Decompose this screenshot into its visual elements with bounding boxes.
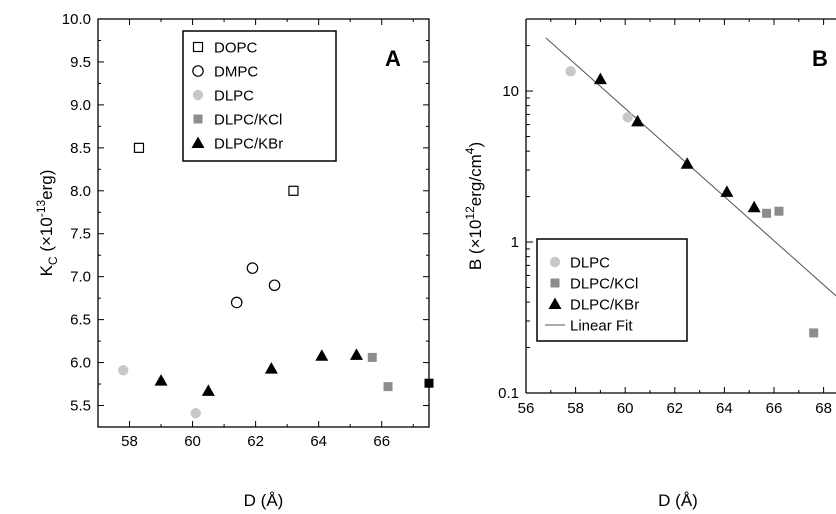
y-axis-title-a-exponent: -13: [34, 199, 48, 217]
y-tick-label-b: 1: [511, 234, 519, 251]
x-tick-label-a: 64: [310, 433, 327, 450]
legend-marker-dmpc: [192, 65, 204, 77]
legend-marker-dlpc-kcl: [193, 114, 203, 124]
x-tick-label-b: 58: [567, 400, 584, 417]
x-tick-label-b: 68: [815, 400, 832, 417]
y-tick-label-a: 7.0: [70, 269, 91, 286]
x-tick-label-a: 58: [121, 433, 138, 450]
y-tick-label-b: 10: [502, 83, 519, 100]
x-tick-label-b: 60: [617, 400, 634, 417]
y-tick-label-b: 0.1: [498, 385, 519, 402]
point-dlpc-kbr: [593, 72, 607, 85]
x-tick-label-b: 66: [766, 400, 783, 417]
panel-label-a: A: [385, 46, 401, 71]
y-axis-title-b-units: erg/cm: [466, 154, 485, 206]
legend-marker-dlpc-kbr: [191, 136, 205, 148]
x-tick-label-a: 62: [247, 433, 264, 450]
x-tick-label-b: 56: [518, 400, 535, 417]
legend-marker-dopc: [192, 41, 204, 53]
y-tick-label-a: 10.0: [62, 11, 91, 28]
point-dlpc-kbr: [264, 362, 278, 374]
point-dmpc: [268, 279, 281, 292]
point-dlpc-kcl: [774, 206, 784, 216]
y-tick-label-a: 9.0: [70, 97, 91, 114]
point-dmpc: [246, 262, 259, 274]
point-dopc: [133, 142, 145, 153]
y-tick-label-a: 5.5: [70, 398, 91, 415]
legend-label-dlpc: DLPC: [570, 255, 610, 272]
point-dlpc-kbr: [680, 157, 694, 169]
point-dmpc: [230, 296, 243, 309]
y-tick-label-a: 8.5: [70, 140, 91, 157]
y-axis-title-b: B (×1012erg/cm4): [463, 142, 485, 270]
legend-label-dlpc-kcl: DLPC/KCl: [214, 112, 282, 129]
panel-b: 56 58 60 62 64 66 68 0.1 1 10 D (Å) B (×1012erg/cm4…: [463, 18, 836, 510]
legend-marker-dlpc-kbr: [548, 297, 562, 309]
y-axis-title-a: KC (×10-13erg): [34, 170, 60, 277]
legend-marker-dlpc-kcl: [550, 278, 560, 288]
panel-label-b: B: [812, 46, 828, 71]
y-tick-label-a: 6.0: [70, 355, 91, 372]
y-axis-title-b-exponent: 12: [463, 206, 477, 220]
y-axis-title-b-units-exponent: 4: [463, 147, 477, 154]
y-axis-title-a-symbol: K: [37, 264, 56, 276]
y-axis-title-b-end: ): [466, 142, 485, 148]
point-dlpc-kcl: [367, 352, 377, 362]
x-tick-label-b: 62: [666, 400, 683, 417]
point-dlpc-kbr: [720, 185, 734, 197]
y-axis-title-a-units: (×10: [37, 217, 56, 256]
x-tick-label-a: 60: [184, 433, 201, 450]
y-axis-title-a-units-end: erg): [37, 170, 56, 200]
point-dlpc: [565, 66, 576, 77]
point-unlabeled-series: [424, 378, 434, 388]
legend-marker-dlpc: [549, 256, 561, 268]
legend-label-dmpc: DMPC: [214, 64, 258, 81]
y-tick-label-a: 6.5: [70, 312, 91, 329]
legend-a: [182, 30, 337, 162]
point-dopc: [288, 185, 299, 196]
point-dlpc-kcl: [383, 382, 393, 392]
x-axis-title-a: D (Å): [244, 491, 284, 510]
panel-a: 58 60 62 64 66 5.5 6.0 6.5 7.0 7.5 8.0 8.5 9.0 9.5 10.…: [34, 11, 434, 510]
point-dlpc-kbr: [154, 374, 168, 386]
legend-label-dlpc-kcl: DLPC/KCl: [570, 276, 638, 293]
point-dlpc-kcl: [762, 208, 772, 218]
x-tick-label-a: 66: [373, 433, 390, 450]
point-dlpc: [190, 408, 201, 419]
point-dlpc-kbr: [747, 200, 761, 213]
point-dlpc: [622, 112, 633, 123]
point-dlpc: [118, 365, 129, 376]
legend-label-linear-fit: Linear Fit: [570, 318, 633, 335]
legend-label-dlpc-kbr: DLPC/KBr: [214, 136, 283, 153]
point-dlpc-kcl: [809, 328, 819, 338]
legend-label-dlpc: DLPC: [214, 88, 254, 105]
legend-label-dlpc-kbr: DLPC/KBr: [570, 297, 639, 314]
y-tick-label-a: 7.5: [70, 226, 91, 243]
point-dlpc-kbr: [201, 384, 215, 396]
y-tick-label-a: 8.0: [70, 183, 91, 200]
point-dlpc-kbr: [349, 348, 363, 360]
legend-b: [536, 238, 688, 342]
y-axis-title-a-subscript: C: [46, 256, 60, 265]
y-tick-label-a: 9.5: [70, 54, 91, 71]
x-tick-label-b: 64: [716, 400, 733, 417]
plot-frame-a: [97, 18, 430, 428]
legend-label-dopc: DOPC: [214, 40, 258, 57]
legend-marker-dlpc: [192, 89, 204, 101]
point-dlpc-kbr: [631, 114, 645, 127]
x-axis-title-b: D (Å): [658, 491, 698, 510]
y-axis-title-b-start: B (×10: [466, 220, 485, 271]
point-dlpc-kbr: [315, 349, 329, 361]
